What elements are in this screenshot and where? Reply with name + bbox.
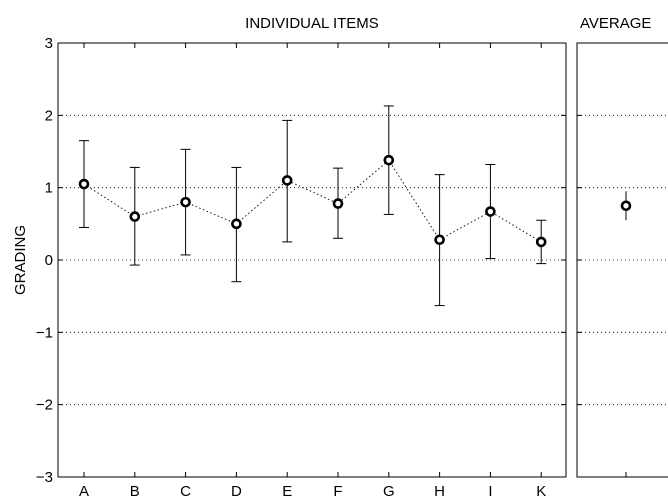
data-point (332, 198, 344, 209)
data-point (180, 196, 191, 208)
y-tick-label: 1 (45, 180, 53, 197)
x-tick-label: D (231, 483, 242, 500)
y-ticks: 3 2 1 0 −1 −2 −3 (36, 35, 566, 486)
x-tick-label: H (434, 483, 445, 500)
x-tick-label: B (130, 483, 140, 500)
data-point (78, 178, 90, 190)
y-tick-label: −2 (36, 397, 53, 414)
grid-lines-average (577, 114, 668, 406)
plot-frame-individual (57, 42, 567, 478)
y-tick-label: 2 (45, 107, 53, 124)
data-point (281, 175, 293, 186)
data-point (129, 211, 141, 222)
y-tick-label: −1 (36, 324, 53, 341)
y-tick-label: 3 (45, 35, 53, 52)
data-point (231, 218, 242, 230)
x-tick-label: G (383, 483, 395, 500)
x-tick-label: I (488, 483, 492, 500)
data-point (535, 236, 547, 248)
chart-title-individual: INDIVIDUAL ITEMS (245, 15, 379, 32)
y-tick-label: −3 (36, 469, 53, 486)
plot-frame-average (576, 42, 668, 478)
panel-individual-items: INDIVIDUAL ITEMS GRADING 3 2 1 0 −1 −2 −3 A B C D… (12, 15, 567, 500)
y-tick-label: 0 (45, 252, 53, 269)
x-tick-label: C (180, 483, 191, 500)
grid-lines (58, 114, 566, 406)
data-point (485, 206, 496, 217)
x-tick-label: E (282, 483, 292, 500)
y-axis-label: GRADING (12, 225, 29, 295)
series-individual (78, 105, 547, 307)
data-point (620, 200, 632, 212)
x-tick-label: K (536, 483, 546, 500)
x-tick-label: F (333, 483, 342, 500)
data-point (434, 234, 445, 246)
data-point (383, 154, 395, 166)
series-average (620, 191, 632, 221)
x-tick-label: A (79, 483, 89, 500)
panel-average: AVERAGE (576, 15, 668, 478)
chart-title-average: AVERAGE (580, 15, 651, 32)
series-line (83, 159, 542, 243)
